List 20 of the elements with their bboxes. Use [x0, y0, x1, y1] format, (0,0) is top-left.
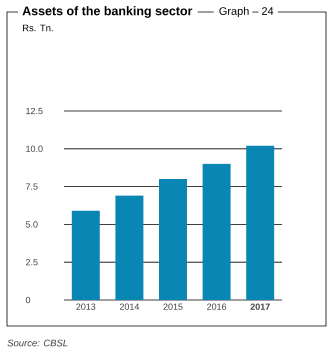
x-tick-label: 2015 — [163, 304, 183, 310]
bar — [115, 196, 144, 300]
y-tick-label: 10.0 — [26, 146, 43, 152]
chart-subtitle: Graph – 24 — [219, 6, 274, 18]
bar — [246, 146, 274, 300]
bar — [202, 164, 231, 300]
bar — [72, 210, 100, 300]
x-tick-label: 2014 — [120, 304, 140, 310]
y-tick-label: 12.5 — [26, 108, 43, 114]
source-note: Source: CBSL — [7, 340, 68, 346]
x-tick-label: 2017 — [250, 304, 270, 310]
y-tick-label: 7.5 — [26, 183, 38, 190]
chart-title: Assets of the banking sector — [22, 6, 192, 18]
x-tick-label: 2016 — [207, 304, 226, 310]
x-tick-label: 2013 — [76, 304, 96, 310]
text: Rs. Tn. — [22, 24, 53, 32]
bar — [159, 179, 187, 300]
y-tick-label: 2.5 — [26, 259, 38, 266]
y-tick-label: 5.0 — [26, 221, 38, 228]
y-tick-label: 0 — [26, 296, 30, 304]
